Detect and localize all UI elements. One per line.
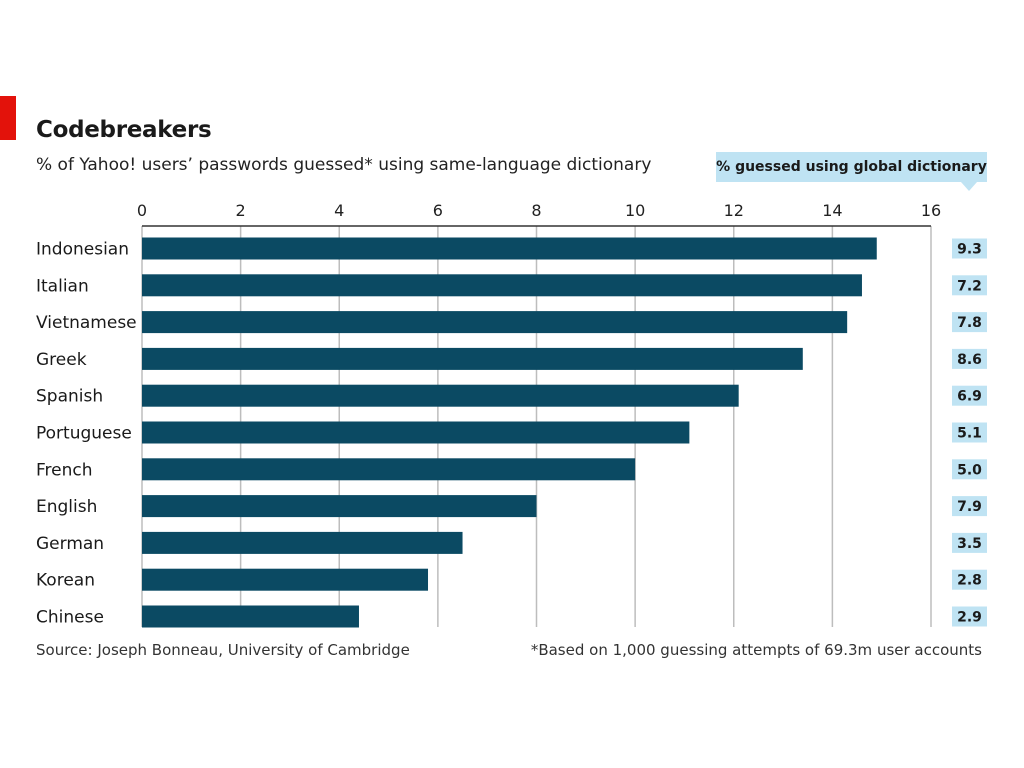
x-tick-label: 10	[625, 201, 645, 220]
global-value: 2.8	[957, 573, 982, 589]
pointer-arrow-icon	[961, 182, 977, 191]
x-tick-label: 14	[822, 201, 842, 220]
category-label: Indonesian	[36, 240, 129, 260]
global-value-box	[952, 422, 987, 443]
x-tick-label: 8	[531, 201, 541, 220]
category-label: Chinese	[36, 608, 104, 628]
global-dictionary-label: % guessed using global dictionary	[716, 159, 987, 175]
category-label: Italian	[36, 276, 89, 296]
footnote: *Based on 1,000 guessing attempts of 69.…	[530, 641, 982, 659]
global-value: 5.1	[957, 426, 982, 442]
category-label: Spanish	[36, 387, 103, 407]
global-value-box	[952, 348, 987, 369]
bar	[142, 421, 690, 444]
bar	[142, 531, 463, 554]
global-value: 8.6	[957, 352, 982, 368]
category-label: English	[36, 497, 97, 517]
bar	[142, 458, 636, 481]
category-label: Portuguese	[36, 424, 132, 444]
global-value-box	[952, 312, 987, 333]
x-tick-label: 2	[236, 201, 246, 220]
source-note: Source: Joseph Bonneau, University of Ca…	[36, 641, 410, 659]
global-value: 7.9	[957, 499, 982, 515]
bar	[142, 384, 739, 407]
category-label: Korean	[36, 571, 95, 591]
bar	[142, 605, 359, 628]
global-value-box	[952, 459, 987, 480]
global-value: 5.0	[957, 462, 982, 478]
brand-red-tab	[0, 96, 16, 140]
bar	[142, 237, 877, 260]
global-value: 6.9	[957, 389, 982, 405]
global-value-box	[952, 569, 987, 590]
category-label: Greek	[36, 350, 87, 370]
bar	[142, 274, 862, 297]
category-label: French	[36, 460, 93, 480]
global-value-box	[952, 496, 987, 517]
global-value-box	[952, 532, 987, 553]
global-value: 7.8	[957, 315, 982, 331]
x-tick-label: 16	[921, 201, 941, 220]
global-value: 7.2	[957, 278, 982, 294]
chart-title: Codebreakers	[36, 117, 212, 143]
global-value-box	[952, 385, 987, 406]
global-value-box	[952, 275, 987, 296]
global-value: 9.3	[957, 242, 982, 258]
bar	[142, 568, 429, 591]
bar	[142, 495, 537, 518]
chart-subtitle: % of Yahoo! users’ passwords guessed* us…	[36, 155, 652, 175]
global-dictionary-header: % guessed using global dictionary	[716, 152, 987, 191]
x-tick-label: 4	[334, 201, 344, 220]
global-value-box	[952, 606, 987, 627]
category-label: German	[36, 534, 104, 554]
x-tick-label: 0	[137, 201, 147, 220]
bar	[142, 347, 803, 370]
global-value: 2.9	[957, 610, 982, 626]
global-value: 3.5	[957, 536, 982, 552]
x-tick-label: 12	[724, 201, 744, 220]
global-value-box	[952, 238, 987, 259]
x-tick-label: 6	[433, 201, 443, 220]
bar	[142, 311, 848, 334]
category-label: Vietnamese	[36, 313, 137, 333]
